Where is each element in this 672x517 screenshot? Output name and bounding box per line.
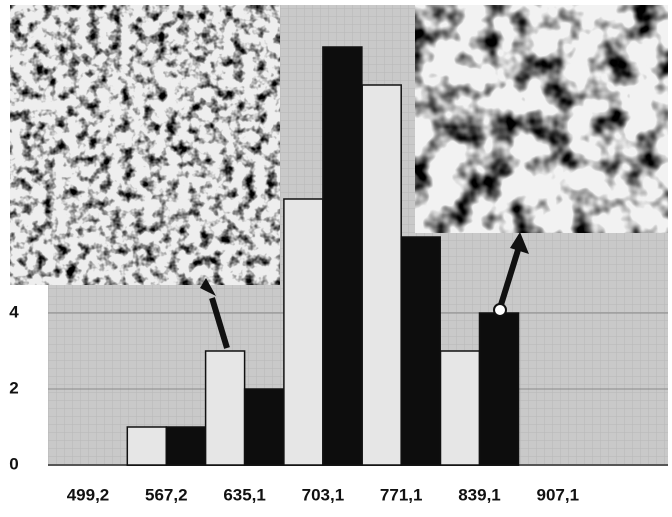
bar — [361, 84, 402, 466]
bar — [243, 388, 285, 466]
x-tick-label: 567,2 — [145, 485, 188, 504]
micrograph-right — [415, 5, 668, 233]
x-tick-label: 839,1 — [458, 485, 501, 504]
y-tick-label: 4 — [9, 302, 19, 321]
bar — [322, 46, 363, 466]
x-tick-label: 907,1 — [537, 485, 580, 504]
bar — [126, 426, 168, 466]
y-tick-label: 0 — [9, 454, 18, 473]
micrograph-left — [10, 5, 280, 285]
x-tick-label: 499,2 — [67, 485, 110, 504]
y-tick-label: 2 — [9, 378, 18, 397]
bar — [400, 236, 441, 466]
bar — [478, 312, 520, 466]
x-tick-label: 771,1 — [380, 485, 423, 504]
arrow-right — [493, 232, 529, 317]
bar — [439, 350, 481, 466]
x-tick-label: 635,1 — [223, 485, 266, 504]
bar — [165, 426, 207, 466]
x-tick-label: 703,1 — [302, 485, 345, 504]
arrow-left — [200, 278, 230, 349]
bar — [204, 350, 246, 466]
bar — [283, 198, 324, 466]
